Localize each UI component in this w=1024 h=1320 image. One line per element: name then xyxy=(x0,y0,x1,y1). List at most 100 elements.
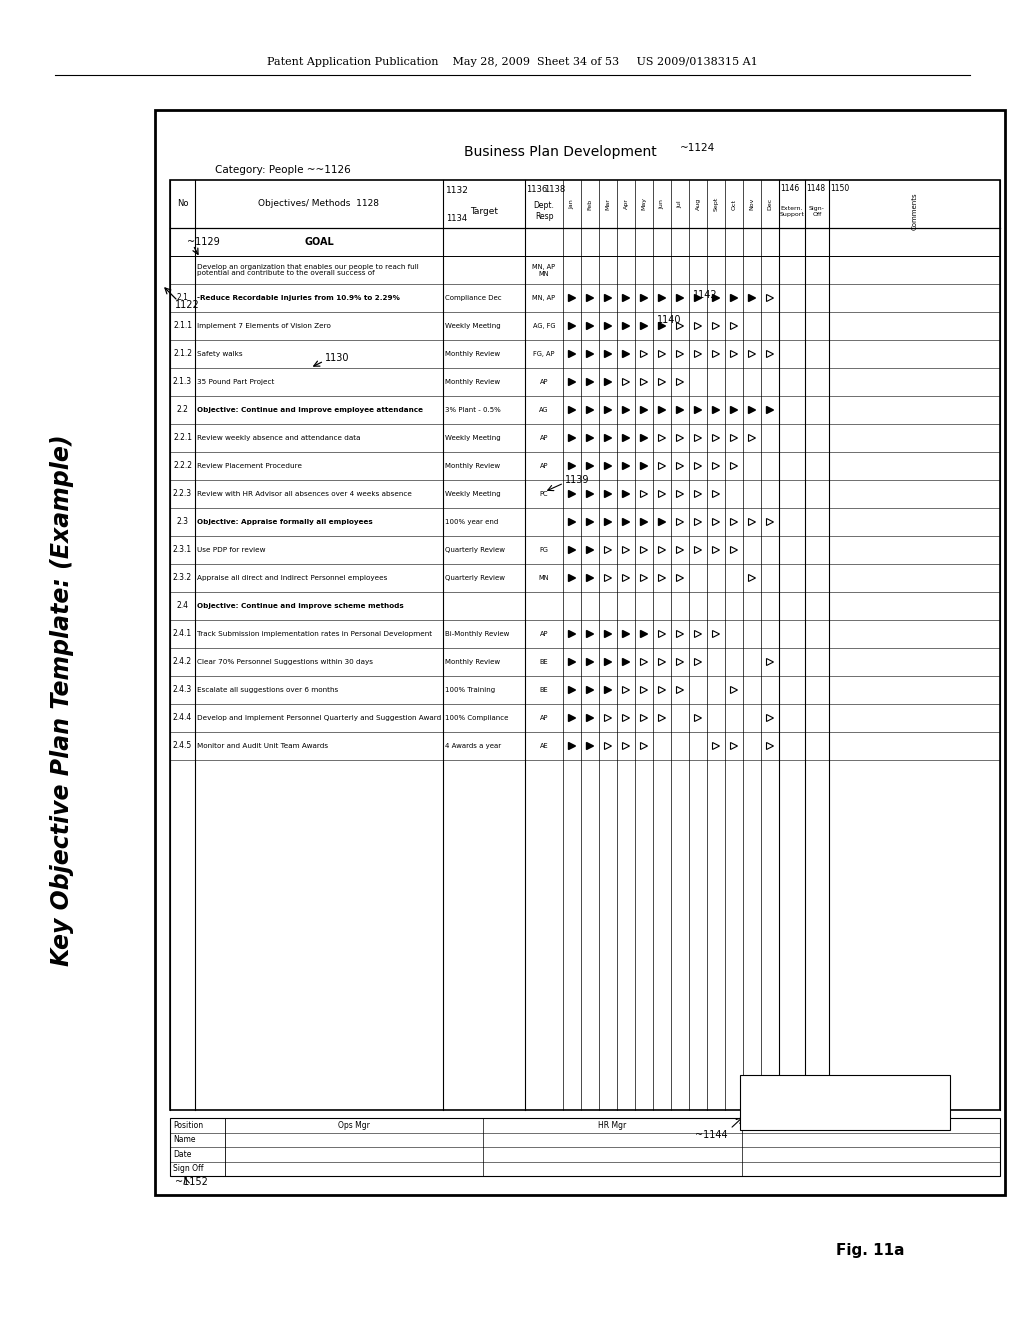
Text: 2.1.3: 2.1.3 xyxy=(173,378,193,387)
Polygon shape xyxy=(713,351,720,358)
Polygon shape xyxy=(623,379,630,385)
Polygon shape xyxy=(623,351,630,358)
Polygon shape xyxy=(623,491,630,498)
Text: ~1144: ~1144 xyxy=(695,1130,728,1140)
Text: Dept.
Resp: Dept. Resp xyxy=(534,202,554,220)
Text: Clear 70% Personnel Suggestions within 30 days: Clear 70% Personnel Suggestions within 3… xyxy=(197,659,373,665)
Text: 2.1.1: 2.1.1 xyxy=(173,322,193,330)
Text: MN, AP: MN, AP xyxy=(532,294,556,301)
Text: Planned Control/Check: Planned Control/Check xyxy=(763,1088,859,1097)
Text: 2.2.3: 2.2.3 xyxy=(173,490,193,499)
Text: 2.3: 2.3 xyxy=(176,517,188,527)
Polygon shape xyxy=(623,434,630,441)
Polygon shape xyxy=(604,322,611,330)
Polygon shape xyxy=(677,631,683,638)
Text: AG, FG: AG, FG xyxy=(532,323,555,329)
Polygon shape xyxy=(730,519,737,525)
Text: Key Objective Plan Template: (Example): Key Objective Plan Template: (Example) xyxy=(50,434,74,966)
Polygon shape xyxy=(568,294,575,301)
Polygon shape xyxy=(730,686,737,693)
Polygon shape xyxy=(640,407,647,413)
Text: 1150: 1150 xyxy=(830,183,849,193)
Polygon shape xyxy=(604,462,611,470)
Polygon shape xyxy=(623,631,630,638)
Polygon shape xyxy=(658,379,666,385)
Text: -Reduce Recordable Injuries from 10.9% to 2.29%: -Reduce Recordable Injuries from 10.9% t… xyxy=(197,294,400,301)
Polygon shape xyxy=(749,519,756,525)
Polygon shape xyxy=(658,462,666,470)
Polygon shape xyxy=(604,407,611,413)
Polygon shape xyxy=(658,434,666,441)
Text: Fig. 11a: Fig. 11a xyxy=(836,1242,904,1258)
Polygon shape xyxy=(713,407,720,413)
Polygon shape xyxy=(568,434,575,441)
Text: AE: AE xyxy=(540,743,548,748)
Text: 2.4.5: 2.4.5 xyxy=(173,742,193,751)
Polygon shape xyxy=(640,351,647,358)
Polygon shape xyxy=(677,379,683,385)
Text: Sign-
Off: Sign- Off xyxy=(809,206,825,216)
Polygon shape xyxy=(677,491,683,498)
Polygon shape xyxy=(587,686,594,693)
Text: 2.1: 2.1 xyxy=(176,293,188,302)
Text: HR Mgr: HR Mgr xyxy=(598,1122,627,1130)
Text: Monthly Review: Monthly Review xyxy=(445,351,500,356)
Polygon shape xyxy=(604,379,611,385)
Polygon shape xyxy=(640,379,647,385)
Polygon shape xyxy=(658,294,666,301)
Text: AP: AP xyxy=(540,379,548,385)
Polygon shape xyxy=(730,462,737,470)
Polygon shape xyxy=(604,294,611,301)
Text: Safety walks: Safety walks xyxy=(197,351,243,356)
Text: Escalate all suggestions over 6 months: Escalate all suggestions over 6 months xyxy=(197,686,338,693)
Polygon shape xyxy=(587,434,594,441)
Polygon shape xyxy=(623,574,630,582)
Polygon shape xyxy=(604,742,611,750)
Text: AG: AG xyxy=(540,407,549,413)
Polygon shape xyxy=(587,631,594,638)
Text: 2.4.2: 2.4.2 xyxy=(173,657,193,667)
Polygon shape xyxy=(749,574,756,582)
Text: May: May xyxy=(641,198,646,210)
Text: Position: Position xyxy=(173,1121,203,1130)
Text: Jan: Jan xyxy=(569,199,574,209)
Polygon shape xyxy=(694,351,701,358)
Polygon shape xyxy=(568,379,575,385)
Text: 1134: 1134 xyxy=(446,214,467,223)
Polygon shape xyxy=(658,659,666,665)
Polygon shape xyxy=(604,491,611,498)
Text: Review Placement Procedure: Review Placement Procedure xyxy=(197,463,302,469)
Polygon shape xyxy=(694,407,701,413)
Polygon shape xyxy=(623,407,630,413)
Polygon shape xyxy=(730,294,737,301)
Polygon shape xyxy=(587,322,594,330)
Text: Quarterly Review: Quarterly Review xyxy=(445,576,505,581)
Polygon shape xyxy=(749,407,756,413)
Polygon shape xyxy=(749,294,756,301)
Text: 1139: 1139 xyxy=(565,475,590,484)
Polygon shape xyxy=(750,1107,759,1117)
Polygon shape xyxy=(623,322,630,330)
Text: AP: AP xyxy=(540,715,548,721)
Polygon shape xyxy=(623,742,630,750)
Polygon shape xyxy=(730,742,737,750)
Polygon shape xyxy=(640,519,647,525)
Polygon shape xyxy=(604,631,611,638)
Polygon shape xyxy=(568,686,575,693)
Polygon shape xyxy=(640,574,647,582)
Polygon shape xyxy=(677,351,683,358)
Polygon shape xyxy=(713,434,720,441)
Text: Objective: Continue and Improve employee attendance: Objective: Continue and Improve employee… xyxy=(197,407,423,413)
Text: Mar: Mar xyxy=(605,198,610,210)
Text: PC: PC xyxy=(540,491,548,498)
Polygon shape xyxy=(658,407,666,413)
Text: 2.2: 2.2 xyxy=(176,405,188,414)
Polygon shape xyxy=(713,462,720,470)
Text: 2.2.2: 2.2.2 xyxy=(173,462,193,470)
Polygon shape xyxy=(568,519,575,525)
Polygon shape xyxy=(640,714,647,722)
Text: Patent Application Publication    May 28, 2009  Sheet 34 of 53     US 2009/01383: Patent Application Publication May 28, 2… xyxy=(266,57,758,67)
Polygon shape xyxy=(713,631,720,638)
Polygon shape xyxy=(767,659,773,665)
Polygon shape xyxy=(623,462,630,470)
